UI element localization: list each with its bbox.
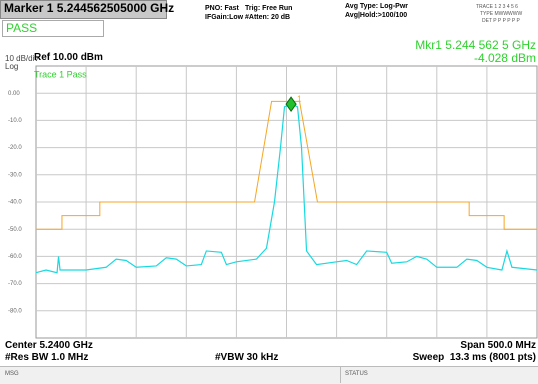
msg: MSG [5,371,19,377]
y-tick-label: -80.0 [8,308,22,314]
ifgain: IFGain:Low [205,14,244,21]
status-bar [0,366,538,384]
y-tick-label: -40.0 [8,200,22,206]
atten: #Atten: 20 dB [245,14,291,21]
ref: Ref 10.00 dBm [34,52,103,63]
marker-label: 1 [297,94,302,103]
y-tick-label: -70.0 [8,281,22,287]
sweep: Sweep 13.3 ms (8001 pts) [412,352,536,363]
mkr-amp: -4.028 dBm [473,51,536,65]
avg-type: Avg Type: Log-Pwr [345,3,408,10]
marker-box [0,0,167,19]
y-tick-label: -10.0 [8,118,22,124]
status: STATUS [345,371,368,377]
y-tick-label: -30.0 [8,172,22,178]
y-tick-label: -50.0 [8,227,22,233]
det-row: DET P P P P P P [482,18,520,24]
type-row: TYPE MWWWWW [480,11,523,17]
mask-line [36,100,537,230]
mkr-freq: Mkr1 5.244 562 5 GHz [415,38,536,52]
pass: PASS [6,21,38,35]
pass-box [2,20,104,37]
vbw: #VBW 30 kHz [215,352,279,363]
marker-title: Marker 1 5.244562505000 GHz [4,1,175,15]
rbw: #Res BW 1.0 MHz [5,352,89,363]
annotation: Trace 1 Pass [34,69,87,79]
center: Center 5.2400 GHz [5,340,93,351]
scale: 10 dB/div [5,54,39,63]
marker [285,96,297,113]
trace-line [35,103,538,274]
log: Log [5,62,19,71]
trace-row: TRACE 1 2 3 4 5 6 [476,4,518,10]
avg-hold: Avg|Hold:>100/100 [345,12,408,19]
y-tick-label: 0.00 [8,91,20,97]
trig: Trig: Free Run [245,5,293,12]
span: Span 500.0 MHz [460,340,536,351]
status-divider [340,366,341,383]
y-tick-label: -60.0 [8,254,22,260]
pno: PNO: Fast [205,5,239,12]
y-tick-label: -20.0 [8,145,22,151]
